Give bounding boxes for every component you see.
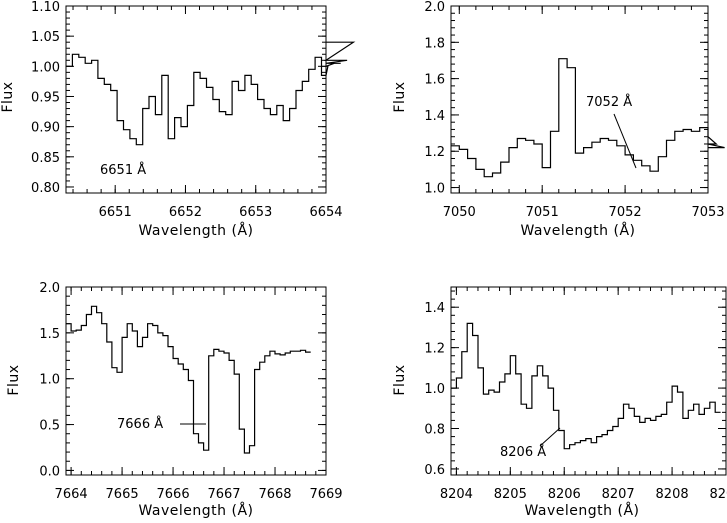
panel-bottom-right-xtick-label: 8208 xyxy=(656,487,689,502)
panel-top-left-xtick-label: 6652 xyxy=(169,205,202,220)
panel-top-left-ytick-label: 1.00 xyxy=(31,60,60,75)
panel-top-left-ytick-label: 0.80 xyxy=(31,181,60,196)
panel-bottom-right-frame xyxy=(450,286,727,476)
panel-top-left-xlabel: Wavelength (Å) xyxy=(138,222,253,239)
panel-top-right-ylabel: Flux xyxy=(392,81,408,112)
panel-top-left-ytick-label: 0.85 xyxy=(31,151,60,166)
panel-top-right-annotation-leader xyxy=(613,113,637,169)
panel-bottom-right-xtick-label: 8209 xyxy=(709,487,727,502)
panel-bottom-right-xtick-label: 8206 xyxy=(548,487,581,502)
panel-top-left-frame xyxy=(65,5,327,194)
panel-top-left-ytick-label: 0.95 xyxy=(31,90,60,105)
panel-top-left-xtick-label: 6653 xyxy=(239,205,272,220)
panel-bottom-left-xlabel: Wavelength (Å) xyxy=(138,502,253,519)
panel-top-left-ytick-label: 0.90 xyxy=(31,121,60,136)
panel-bottom-left-spectrum xyxy=(66,305,311,454)
panel-top-left-spectrum xyxy=(66,41,356,146)
panel-bottom-right-ytick-label: 1.0 xyxy=(424,382,445,397)
panel-bottom-left-ytick-label: 1.5 xyxy=(39,327,60,342)
panel-top-left-ytick-label: 1.05 xyxy=(31,30,60,45)
panel-top-right-frame xyxy=(450,5,709,194)
panel-bottom-left-xtick-label: 7666 xyxy=(157,487,190,502)
panel-bottom-right-annotation-leader xyxy=(539,427,561,447)
panel-top-right-ytick-label: 2.0 xyxy=(424,0,445,15)
panel-top-left-ylabel: Flux xyxy=(0,81,16,112)
panel-top-right-spectrum xyxy=(451,58,725,178)
panel-top-right-xtick-label: 7052 xyxy=(609,205,642,220)
panel-bottom-right-ytick-label: 0.8 xyxy=(424,423,445,438)
panel-bottom-right: Wavelength (Å) Flux 8204 8205 8206 8207 8208… xyxy=(392,286,727,519)
panel-bottom-right-xtick-label: 8205 xyxy=(494,487,527,502)
panel-bottom-left-ylabel: Flux xyxy=(6,364,22,395)
panel-bottom-left-ytick-label: 0.5 xyxy=(39,419,60,434)
panel-bottom-left-xtick-label: 7665 xyxy=(106,487,139,502)
panel-bottom-right-ytick-label: 1.4 xyxy=(424,301,445,316)
panel-bottom-left-annotation: 7666 Å xyxy=(117,416,163,432)
panel-bottom-left-xtick-label: 7669 xyxy=(309,487,342,502)
panel-bottom-left-xtick-label: 7664 xyxy=(55,487,88,502)
panel-top-left-xtick-label: 6651 xyxy=(99,205,132,220)
panel-top-right-xtick-label: 7051 xyxy=(526,205,559,220)
panel-bottom-right-ytick-label: 1.2 xyxy=(424,342,445,357)
panel-top-right-ytick-label: 1.0 xyxy=(424,182,445,197)
panel-bottom-left-xtick-label: 7667 xyxy=(207,487,240,502)
panel-bottom-right-ylabel: Flux xyxy=(392,364,408,395)
panel-bottom-right-spectrum xyxy=(451,322,721,450)
panel-bottom-left-ytick-label: 2.0 xyxy=(39,281,60,296)
panel-bottom-left-ytick-label: 1.0 xyxy=(39,373,60,388)
panel-top-right-xtick-label: 7053 xyxy=(691,205,724,220)
panel-top-left-ytick-label: 1.10 xyxy=(31,0,60,15)
panel-bottom-right-xtick-label: 8204 xyxy=(440,487,473,502)
panel-top-left-annotation: 6651 Å xyxy=(100,162,146,178)
panel-top-right-ytick-label: 1.4 xyxy=(424,109,445,124)
panel-top-right-annotation: 7052 Å xyxy=(586,94,632,110)
panel-bottom-left-frame xyxy=(65,286,327,476)
panel-bottom-right-ytick-label: 0.6 xyxy=(424,463,445,478)
panel-top-right-ytick-label: 1.6 xyxy=(424,73,445,88)
panel-bottom-right-xtick-label: 8207 xyxy=(602,487,635,502)
panel-top-right-xlabel: Wavelength (Å) xyxy=(520,222,635,239)
panel-bottom-left-ytick-label: 0.0 xyxy=(39,464,60,479)
panel-bottom-left: Wavelength (Å) Flux 7664 7665 7666 7667 7668… xyxy=(6,281,343,519)
panel-bottom-right-xlabel: Wavelength (Å) xyxy=(524,502,639,519)
panel-top-right-xtick-label: 7050 xyxy=(443,205,476,220)
panel-top-right-ytick-label: 1.8 xyxy=(424,36,445,51)
panel-bottom-right-annotation: 8206 Å xyxy=(500,444,546,460)
panel-top-right: Wavelength (Å) Flux 7050 7051 7052 7053 1.0 1… xyxy=(392,0,725,239)
panel-top-left-xtick-label: 6654 xyxy=(309,205,342,220)
panel-top-right-ytick-label: 1.2 xyxy=(424,145,445,160)
panel-top-left: Wavelength (Å) Flux 6651 6652 6653 6654 0.80… xyxy=(0,0,356,239)
panel-bottom-left-xtick-label: 7668 xyxy=(258,487,291,502)
